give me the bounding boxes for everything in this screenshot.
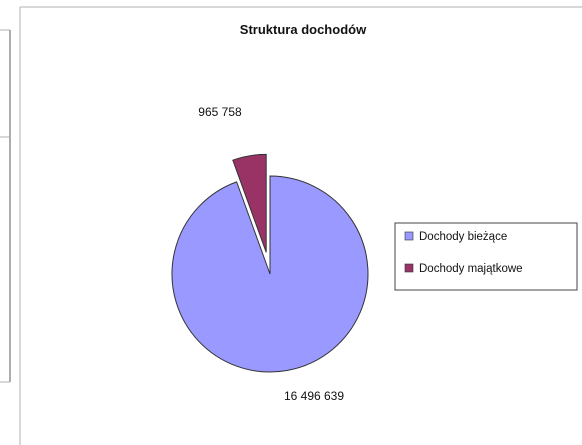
legend-swatch	[404, 263, 414, 273]
pie-slice-dochody-biezace	[171, 175, 369, 373]
legend: Dochody bieżące Dochody majątkowe	[394, 222, 578, 291]
legend-box	[394, 222, 578, 291]
pie-plot	[171, 153, 369, 373]
data-labels: 16 496 639 965 758	[198, 105, 344, 403]
data-label: 965 758	[198, 105, 242, 119]
legend-label: Dochody majątkowe	[419, 263, 523, 275]
data-label: 16 496 639	[284, 389, 344, 403]
pie-slice-dochody-majatkowe	[232, 153, 267, 253]
legend-swatch	[404, 231, 414, 241]
chart-title: Struktura dochodów	[240, 22, 367, 37]
legend-label: Dochody bieżące	[419, 231, 507, 243]
